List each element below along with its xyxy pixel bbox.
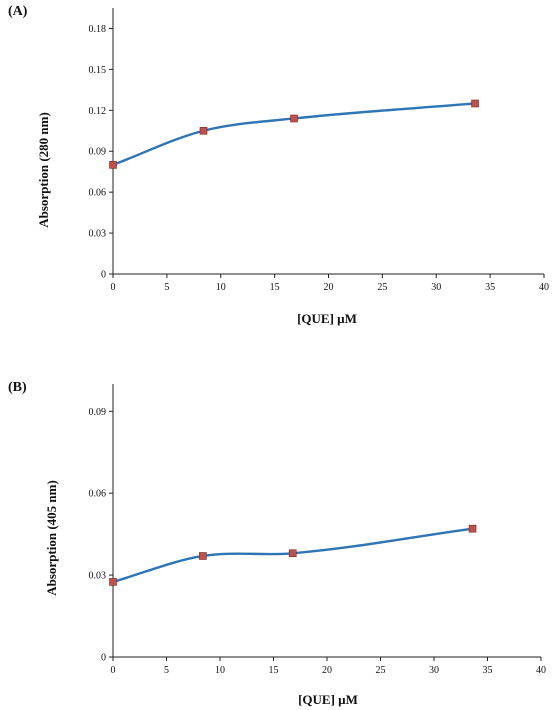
data-point — [468, 524, 477, 533]
x-tick-label: 35 — [485, 282, 495, 293]
data-point — [290, 114, 298, 123]
x-tick-label: 0 — [111, 665, 116, 676]
data-point — [199, 126, 208, 135]
x-tick-label: 5 — [164, 665, 169, 676]
tick-group: 0 0.03 0.06 0.09 0 5 10 15 20 25 30 35 40 — [89, 384, 546, 676]
plot-area — [109, 524, 477, 586]
panel-label: (B) — [8, 380, 27, 395]
x-tick-label: 25 — [377, 282, 387, 293]
x-tick-label: 30 — [429, 665, 439, 676]
y-tick-label: 0.09 — [89, 407, 107, 418]
y-tick-label: 0.09 — [89, 147, 107, 158]
x-tick-label: 30 — [431, 282, 441, 293]
data-point — [109, 161, 117, 169]
data-point — [288, 549, 297, 558]
y-axis-label: Absorption (405 nm) — [44, 480, 59, 596]
y-tick-label: 0.06 — [89, 188, 107, 199]
x-tick-label: 20 — [322, 665, 332, 676]
x-tick-label: 15 — [270, 282, 280, 293]
x-tick-label: 10 — [215, 665, 225, 676]
panel-b: (B) Absorption (405 nm) [QUE] µM 0 0.03 0.… — [8, 380, 546, 707]
panel-a: (A) Absorption (280 nm) [QUE] µM 0 0.03 0.… — [8, 4, 549, 326]
y-axis-label: Absorption (280 nm) — [36, 112, 51, 228]
x-axis-label: [QUE] µM — [297, 311, 357, 326]
x-tick-label: 40 — [536, 665, 546, 676]
x-tick-label: 40 — [539, 282, 549, 293]
y-tick-label: 0.03 — [89, 571, 107, 582]
x-tick-label: 25 — [376, 665, 386, 676]
y-tick-label: 0.18 — [89, 24, 107, 35]
x-tick-label: 15 — [269, 665, 279, 676]
panel-label: (A) — [8, 4, 28, 19]
data-point — [109, 578, 117, 586]
x-tick-label: 20 — [324, 282, 334, 293]
x-tick-label: 10 — [216, 282, 226, 293]
plot-area — [109, 99, 479, 169]
tick-group: 0 0.03 0.06 0.09 0.12 0.15 0.18 0 5 10 15 20 25 30 35 4… — [89, 8, 549, 293]
x-tick-label: 0 — [111, 282, 116, 293]
y-tick-label: 0.15 — [89, 65, 107, 76]
y-tick-label: 0 — [101, 653, 106, 664]
data-point — [199, 552, 207, 560]
series-line — [112, 102, 476, 166]
y-tick-label: 0.06 — [89, 489, 107, 500]
data-point — [471, 99, 479, 108]
y-tick-label: 0 — [101, 270, 106, 281]
series-line — [112, 527, 473, 584]
x-axis-label: [QUE] µM — [298, 692, 358, 707]
x-tick-label: 5 — [164, 282, 169, 293]
y-tick-label: 0.03 — [89, 229, 107, 240]
y-tick-label: 0.12 — [89, 106, 107, 117]
x-tick-label: 35 — [483, 665, 493, 676]
